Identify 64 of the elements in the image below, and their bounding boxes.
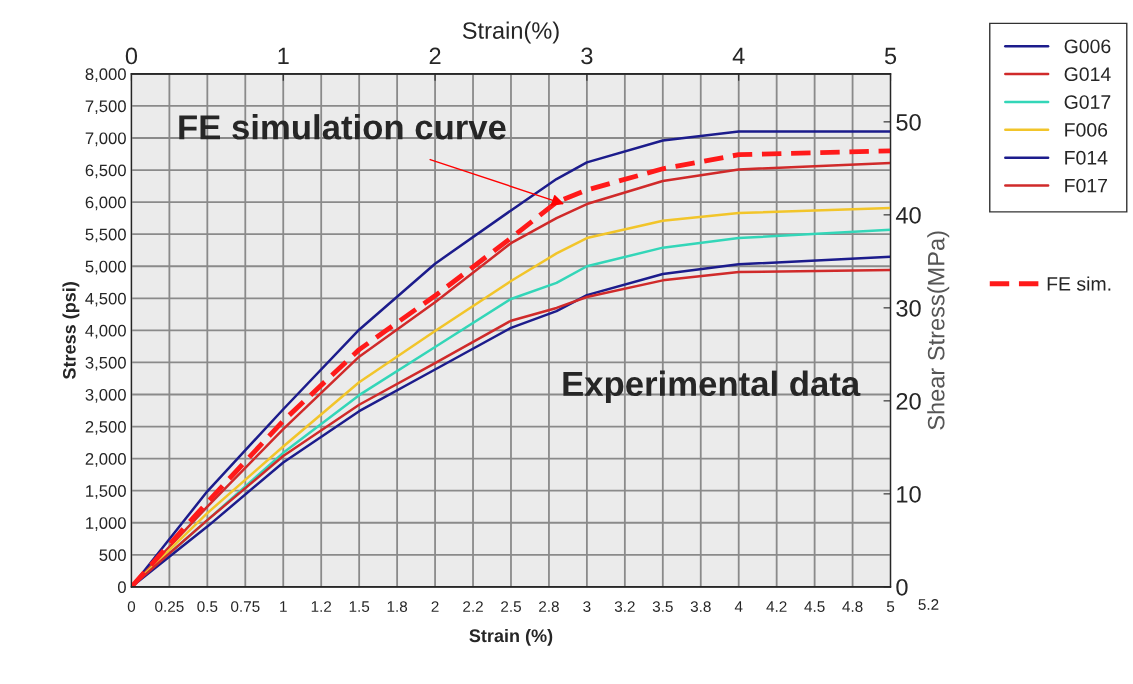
x2-axis-title: Strain(%): [462, 21, 559, 44]
text: 5.2: [918, 599, 939, 610]
x-tick-label: 3.5: [652, 601, 673, 612]
x2-tick-label: 4: [732, 47, 745, 65]
x-tick-label: 3.8: [690, 601, 711, 612]
y-tick-label: 6,000: [85, 196, 126, 211]
x-tick-label: 1.2: [311, 601, 332, 612]
legend-label: G006: [1064, 39, 1111, 54]
y-tick-label: 7,000: [85, 132, 126, 147]
x2-tick-label: 0: [125, 47, 138, 65]
x-tick-label: 2.2: [463, 601, 483, 612]
legend-label: F014: [1065, 150, 1108, 165]
legend-label: F006: [1065, 123, 1108, 137]
x2-tick-label: 5: [884, 47, 897, 65]
y-tick-label: 1,000: [86, 517, 126, 531]
x2-tick-label: 2: [429, 47, 441, 65]
y-tick-label: 5,500: [85, 228, 126, 243]
x2-tick-label: 3: [581, 47, 593, 65]
y-tick-label: 3,000: [85, 388, 126, 403]
legend-label: G014: [1064, 67, 1111, 82]
y-tick-label: 2,500: [85, 420, 126, 435]
y-axis-title: Stress (psi): [62, 282, 80, 380]
x-axis-title: Strain (%): [469, 628, 553, 646]
y2-tick-label: 20: [896, 392, 921, 410]
y2-tick-label: 50: [896, 113, 921, 131]
y-tick-label: 3,500: [85, 356, 126, 371]
x-tick-label: 0.25: [155, 601, 184, 612]
annotation: FE simulation curve: [179, 114, 506, 140]
y2-tick-label: 40: [895, 206, 921, 224]
x-tick-label: 3: [583, 601, 591, 612]
y2-tick-label: 30: [896, 299, 921, 317]
x-tick-label: 5: [886, 601, 895, 612]
x-tick-label: 4.5: [804, 601, 825, 612]
y-tick-label: 0: [117, 581, 126, 594]
x-tick-label: 2.8: [539, 601, 559, 612]
y-tick-label: 7,500: [85, 100, 126, 115]
y-tick-label: 500: [99, 549, 126, 562]
y2-axis-title: Shear Stress(MPa): [927, 231, 950, 430]
annotation: Experimental data: [563, 370, 861, 403]
x-tick-label: 0.5: [197, 601, 218, 612]
x-tick-label: 4: [734, 601, 743, 612]
x-tick-label: 4.8: [842, 601, 863, 612]
y-tick-label: 4,000: [85, 324, 126, 339]
legend-label: G017: [1064, 95, 1111, 109]
y-tick-label: 6,500: [85, 164, 126, 179]
x-tick-label: 3.2: [614, 601, 635, 612]
y-tick-label: 1,500: [86, 485, 126, 499]
legend-label: F017: [1065, 178, 1107, 193]
x-tick-label: 2.5: [501, 601, 521, 612]
y2-tick-label: 10: [897, 485, 921, 503]
x-tick-label: 4.2: [766, 601, 787, 612]
x-tick-label: 1: [280, 601, 287, 612]
y-tick-label: 4,500: [85, 292, 126, 307]
y2-tick-label: 0: [896, 578, 908, 596]
y-tick-label: 2,000: [85, 453, 126, 467]
legend-label: FE sim.: [1047, 276, 1111, 291]
x-tick-label: 1.5: [349, 601, 370, 612]
x-tick-label: 0.75: [231, 601, 260, 612]
x-tick-label: 2: [431, 601, 439, 612]
x2-tick-label: 1: [278, 47, 289, 65]
y-tick-label: 8,000: [85, 68, 126, 83]
x-tick-label: 0: [127, 601, 136, 612]
x-tick-label: 1.8: [387, 601, 408, 612]
y-tick-label: 5,000: [85, 260, 126, 275]
